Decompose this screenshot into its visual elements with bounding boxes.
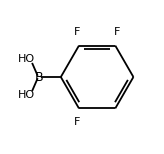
Text: B: B [35,71,43,83]
Text: F: F [73,27,80,37]
Text: HO: HO [18,90,35,100]
Text: HO: HO [18,54,35,64]
Text: F: F [73,117,80,127]
Text: F: F [114,27,121,37]
